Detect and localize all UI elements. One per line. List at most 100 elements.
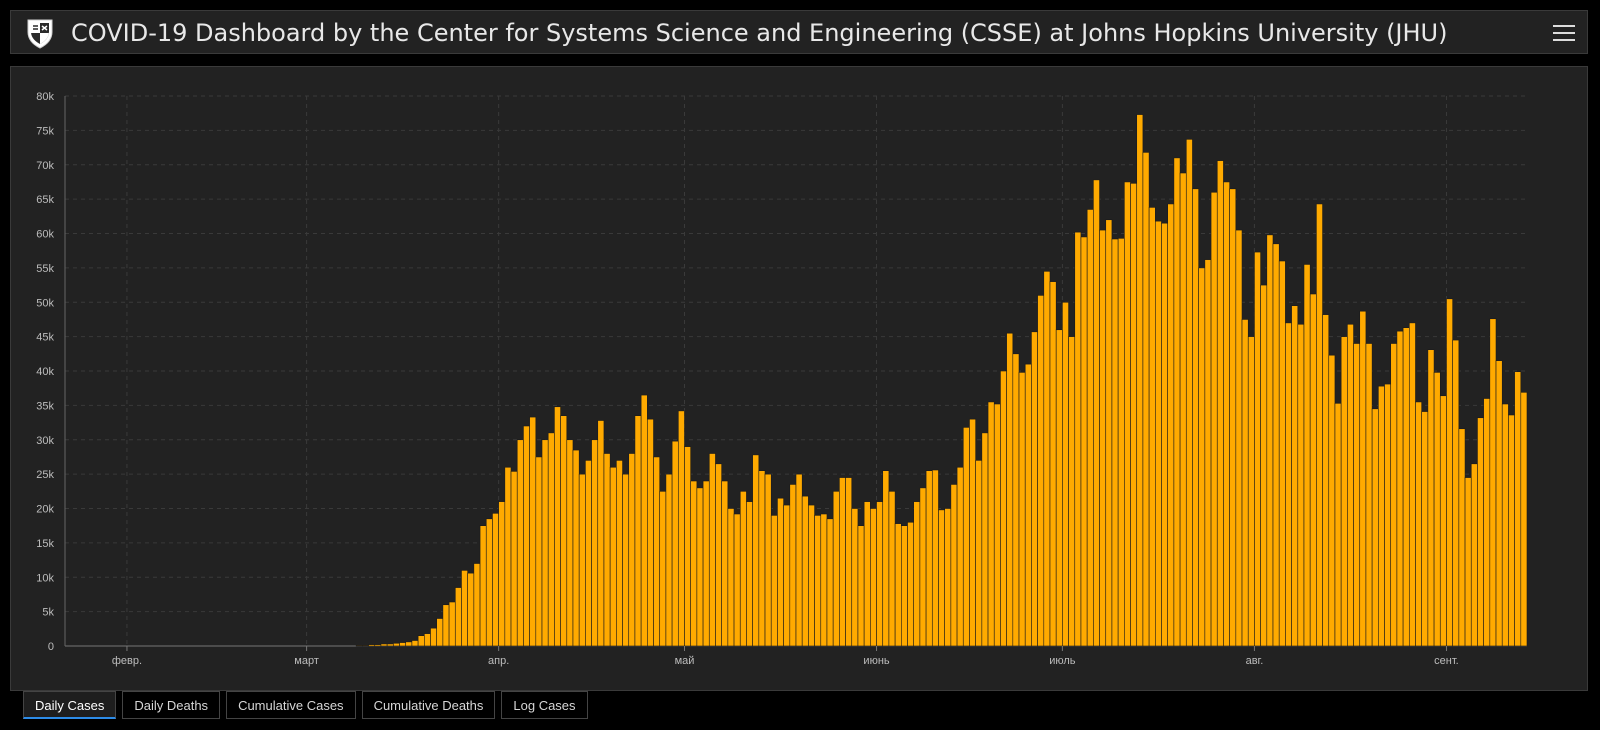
daily-cases-bar[interactable] [1241,319,1249,647]
daily-cases-bar[interactable] [1464,477,1472,647]
daily-cases-bar[interactable] [826,518,834,647]
daily-cases-bar[interactable] [1198,267,1206,647]
daily-cases-bar[interactable] [1421,411,1429,647]
daily-cases-bar[interactable] [1396,330,1404,647]
daily-cases-bar[interactable] [993,403,1001,647]
daily-cases-bar[interactable] [411,640,419,647]
daily-cases-bar[interactable] [715,463,722,647]
daily-cases-bar[interactable] [1055,329,1063,647]
daily-cases-bar[interactable] [479,525,487,647]
daily-cases-bar[interactable] [944,508,952,647]
daily-cases-bar[interactable] [1384,383,1392,647]
daily-cases-bar[interactable] [547,432,555,647]
daily-cases-bar[interactable] [516,439,524,647]
daily-cases-bar[interactable] [1068,336,1076,647]
daily-cases-bar[interactable] [671,440,679,647]
daily-cases-bar[interactable] [919,487,927,647]
daily-cases-bar[interactable] [1359,310,1367,647]
daily-cases-bar[interactable] [541,439,549,647]
daily-cases-bar[interactable] [1427,349,1435,647]
daily-cases-bar[interactable] [1155,220,1162,647]
daily-cases-bar[interactable] [987,401,995,647]
daily-cases-bar[interactable] [1285,322,1292,647]
daily-cases-bar[interactable] [448,601,456,647]
daily-cases-bar[interactable] [1173,157,1181,647]
daily-cases-bar[interactable] [535,456,543,647]
daily-cases-bar[interactable] [876,501,884,647]
daily-cases-bar[interactable] [560,415,568,647]
daily-cases-bar[interactable] [386,643,394,647]
daily-cases-bar[interactable] [1390,343,1398,647]
daily-cases-bar[interactable] [1322,314,1330,647]
daily-cases-bar[interactable] [647,418,654,647]
daily-cases-bar[interactable] [380,643,388,647]
daily-cases-bar[interactable] [1043,271,1051,647]
daily-cases-bar[interactable] [1216,160,1224,647]
daily-cases-bar[interactable] [752,454,760,647]
daily-cases-bar[interactable] [1012,353,1020,647]
daily-cases-bar[interactable] [1167,203,1175,647]
daily-cases-bar[interactable] [1297,323,1305,647]
daily-cases-bar[interactable] [938,509,945,647]
tab-cumulative-deaths[interactable]: Cumulative Deaths [361,691,496,719]
daily-cases-bar[interactable] [708,453,716,647]
daily-cases-bar[interactable] [1049,281,1057,647]
daily-cases-bar[interactable] [677,410,685,647]
daily-cases-bar[interactable] [362,645,369,647]
daily-cases-bar[interactable] [1210,191,1218,647]
daily-cases-bar[interactable] [962,427,970,647]
daily-cases-bar[interactable] [1018,372,1026,647]
daily-cases-bar[interactable] [870,508,877,647]
daily-cases-bar[interactable] [467,572,475,647]
daily-cases-bar[interactable] [1062,301,1069,647]
daily-cases-bar[interactable] [622,473,630,647]
daily-cases-bar[interactable] [1402,327,1410,647]
daily-cases-bar[interactable] [591,439,599,647]
daily-cases-bar[interactable] [845,477,853,647]
daily-cases-bar[interactable] [1037,295,1045,647]
tab-daily-cases[interactable]: Daily Cases [23,691,117,719]
daily-cases-bar[interactable] [1000,370,1007,647]
daily-cases-bar[interactable] [931,469,939,647]
daily-cases-bar[interactable] [1334,403,1342,647]
daily-cases-bar[interactable] [442,604,450,647]
daily-cases-bar[interactable] [956,466,964,647]
daily-cases-bar[interactable] [1371,408,1379,647]
daily-cases-bar[interactable] [684,446,691,647]
daily-cases-bar[interactable] [1179,172,1187,647]
daily-cases-bar[interactable] [1124,181,1131,647]
daily-cases-bar[interactable] [1508,414,1515,647]
daily-cases-bar[interactable] [770,515,778,647]
daily-cases-bar[interactable] [863,501,871,647]
daily-cases-bar[interactable] [1093,179,1100,647]
daily-cases-bar[interactable] [1483,398,1491,647]
daily-cases-bar[interactable] [888,491,896,647]
daily-cases-bar[interactable] [485,518,493,647]
daily-cases-bar[interactable] [1316,203,1323,647]
daily-cases-bar[interactable] [1117,238,1125,647]
daily-cases-bar[interactable] [603,453,611,647]
daily-cases-bar[interactable] [1266,234,1274,647]
daily-cases-bar[interactable] [795,473,803,647]
daily-cases-bar[interactable] [882,470,890,647]
daily-cases-bar[interactable] [764,473,772,647]
daily-cases-bar[interactable] [1353,343,1361,647]
tab-cumulative-cases[interactable]: Cumulative Cases [226,691,356,719]
daily-cases-bar[interactable] [368,644,376,647]
daily-cases-bar[interactable] [1378,385,1385,647]
daily-cases-bar[interactable] [529,416,537,647]
daily-cases-bar[interactable] [609,466,617,647]
daily-cases-bar[interactable] [702,480,710,647]
daily-cases-bar[interactable] [1415,401,1422,647]
daily-cases-bar[interactable] [832,491,840,647]
daily-cases-bar[interactable] [473,563,481,647]
daily-cases-bar[interactable] [492,513,499,647]
daily-cases-bar[interactable] [1303,264,1311,647]
daily-cases-bar[interactable] [1099,229,1107,647]
daily-cases-bar[interactable] [975,460,983,647]
daily-cases-bar[interactable] [417,635,425,647]
daily-cases-bar[interactable] [1080,236,1088,647]
daily-cases-bar[interactable] [696,487,704,647]
daily-cases-bar[interactable] [1272,243,1280,647]
daily-cases-bar[interactable] [894,523,902,647]
